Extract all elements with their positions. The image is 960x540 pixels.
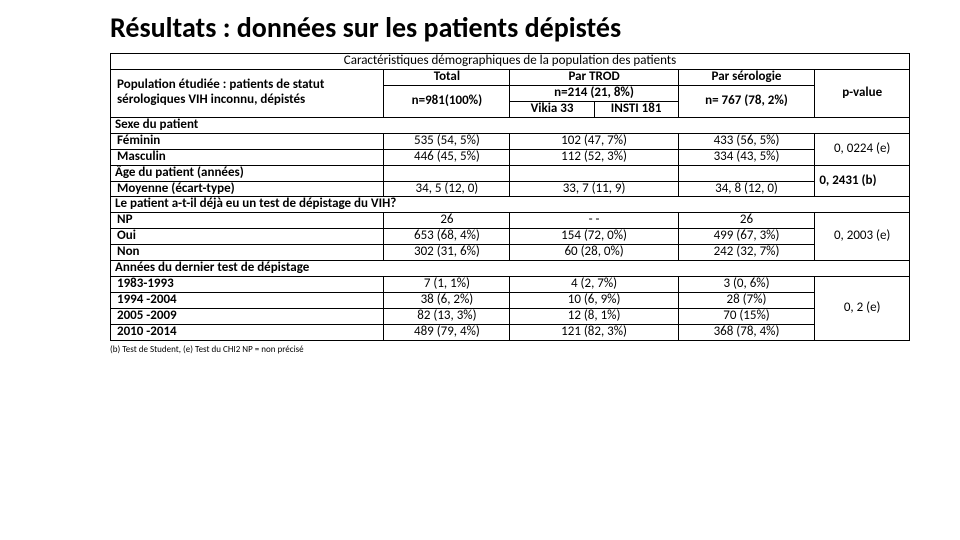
hdr-trod-top: Par TROD [510,69,678,85]
section-annees-label: Années du dernier test de dépistage [111,261,910,277]
val-oui-sero: 499 (67, 3%) [678,229,815,245]
section-annees: Années du dernier test de dépistage [111,261,910,277]
table-caption-row: Caractéristiques démographiques de la po… [111,54,910,70]
label-oui: Oui [111,229,384,245]
val-feminin-trod: 102 (47, 7%) [510,133,678,149]
label-annee-1: 1983-1993 [111,277,384,293]
row-oui: Oui 653 (68, 4%) 154 (72, 0%) 499 (67, 3… [111,229,910,245]
val-moyenne-sero: 34, 8 (12, 0) [678,181,815,197]
section-sexe: Sexe du patient [111,117,910,133]
val-masculin-sero: 334 (43, 5%) [678,149,815,165]
hdr-sero-n: n= 767 (78, 2%) [678,85,815,117]
label-annee-3: 2005 -2009 [111,309,384,325]
section-deja-test-label: Le patient a-t-il déjà eu un test de dép… [111,197,910,213]
row-annee-1: 1983-1993 7 (1, 1%) 4 (2, 7%) 3 (0, 6%) … [111,277,910,293]
val-annee1-total: 7 (1, 1%) [384,277,510,293]
page-title: Résultats : données sur les patients dép… [110,10,910,45]
val-moyenne-trod: 33, 7 (11, 9) [510,181,678,197]
row-header: Population étudiée : patients de statut … [111,69,384,117]
val-annee1-trod: 4 (2, 7%) [510,277,678,293]
label-annee-4: 2010 -2014 [111,324,384,340]
row-feminin: Féminin 535 (54, 5%) 102 (47, 7%) 433 (5… [111,133,910,149]
hdr-trod-sub2: INSTI 181 [594,101,678,117]
val-np-sero: 26 [678,213,815,229]
val-non-sero: 242 (32, 7%) [678,245,815,261]
row-non: Non 302 (31, 6%) 60 (28, 0%) 242 (32, 7%… [111,245,910,261]
val-oui-trod: 154 (72, 0%) [510,229,678,245]
row-masculin: Masculin 446 (45, 5%) 112 (52, 3%) 334 (… [111,149,910,165]
val-moyenne-total: 34, 5 (12, 0) [384,181,510,197]
hdr-total-top: Total [384,69,510,85]
row-annee-2: 1994 -2004 38 (6, 2%) 10 (6, 9%) 28 (7%) [111,293,910,309]
section-age-label: Âge du patient (années) [111,165,384,181]
val-non-total: 302 (31, 6%) [384,245,510,261]
pval-annees: 0, 2 (e) [815,277,910,341]
val-annee3-sero: 70 (15%) [678,309,815,325]
val-annee2-trod: 10 (6, 9%) [510,293,678,309]
header-row-1: Population étudiée : patients de statut … [111,69,910,85]
hdr-total-n: n=981(100%) [384,85,510,117]
label-moyenne: Moyenne (écart-type) [111,181,384,197]
label-feminin: Féminin [111,133,384,149]
hdr-trod-sub1: Vikia 33 [510,101,594,117]
val-annee3-total: 82 (13, 3%) [384,309,510,325]
val-annee4-sero: 368 (78, 4%) [678,324,815,340]
val-np-trod: - - [510,213,678,229]
label-np: NP [111,213,384,229]
hdr-pvalue: p-value [815,69,910,117]
section-sexe-label: Sexe du patient [111,117,910,133]
val-annee4-total: 489 (79, 4%) [384,324,510,340]
val-oui-total: 653 (68, 4%) [384,229,510,245]
row-annee-3: 2005 -2009 82 (13, 3%) 12 (8, 1%) 70 (15… [111,309,910,325]
val-non-trod: 60 (28, 0%) [510,245,678,261]
demographics-table: Caractéristiques démographiques de la po… [110,53,910,341]
val-masculin-trod: 112 (52, 3%) [510,149,678,165]
hdr-sero-top: Par sérologie [678,69,815,85]
val-masculin-total: 446 (45, 5%) [384,149,510,165]
pval-age: 0, 2431 (b) [815,165,910,197]
val-feminin-sero: 433 (56, 5%) [678,133,815,149]
row-np: NP 26 - - 26 0, 2003 (e) [111,213,910,229]
section-age: Âge du patient (années) 0, 2431 (b) [111,165,910,181]
val-feminin-total: 535 (54, 5%) [384,133,510,149]
section-deja-test: Le patient a-t-il déjà eu un test de dép… [111,197,910,213]
footnote: (b) Test de Student, (e) Test du CHI2 NP… [110,344,910,355]
pval-deja-test: 0, 2003 (e) [815,213,910,261]
label-non: Non [111,245,384,261]
row-annee-4: 2010 -2014 489 (79, 4%) 121 (82, 3%) 368… [111,324,910,340]
val-annee4-trod: 121 (82, 3%) [510,324,678,340]
hdr-trod-n: n=214 (21, 8%) [510,85,678,101]
table-caption: Caractéristiques démographiques de la po… [111,54,910,70]
val-annee1-sero: 3 (0, 6%) [678,277,815,293]
val-annee3-trod: 12 (8, 1%) [510,309,678,325]
pval-sexe: 0, 0224 (e) [815,133,910,165]
label-annee-2: 1994 -2004 [111,293,384,309]
label-masculin: Masculin [111,149,384,165]
row-moyenne: Moyenne (écart-type) 34, 5 (12, 0) 33, 7… [111,181,910,197]
val-annee2-total: 38 (6, 2%) [384,293,510,309]
val-np-total: 26 [384,213,510,229]
val-annee2-sero: 28 (7%) [678,293,815,309]
slide: Résultats : données sur les patients dép… [0,0,960,355]
